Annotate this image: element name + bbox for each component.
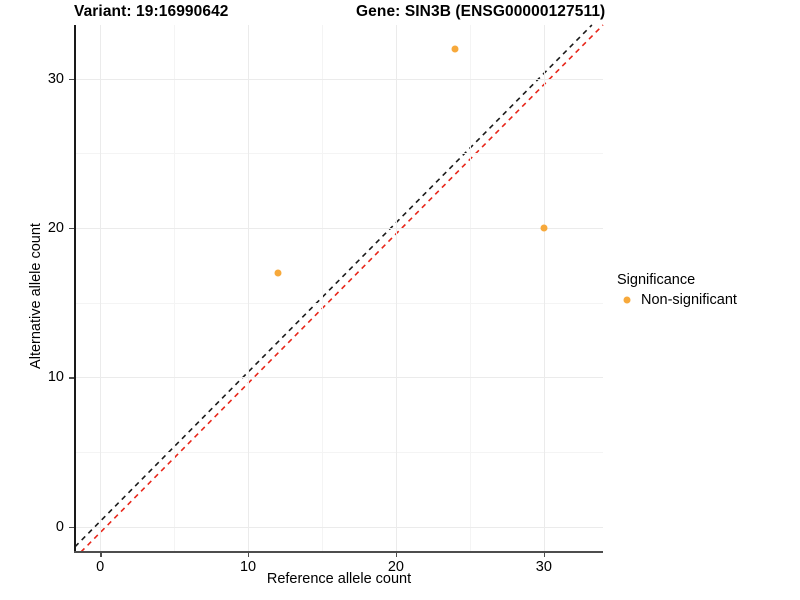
gridline-v-25 (469, 25, 471, 552)
gridline-v-30 (543, 25, 545, 552)
gridline-h-5 (75, 451, 603, 453)
gridline-v-10 (248, 25, 250, 552)
y-tick-10 (69, 377, 74, 379)
legend-title: Significance (617, 272, 696, 288)
legend: Significance Non-significant (617, 272, 737, 309)
y-tick-30 (69, 78, 74, 81)
identity-line-black (74, 24, 593, 548)
plot-panel (74, 24, 604, 553)
y-tick-label-0: 0 (55, 518, 64, 535)
legend-entries: Non-significant (617, 290, 737, 309)
gridline-v-20 (395, 25, 397, 552)
gridline-h-20 (75, 228, 603, 230)
y-tick-0 (69, 526, 74, 528)
x-tick-0 (100, 552, 102, 557)
gene-title: Gene: SIN3B (ENSG00000127511) (356, 3, 606, 20)
x-tick-label-0: 0 (96, 559, 105, 575)
y-tick-label-30: 30 (47, 70, 64, 87)
x-tick-30 (543, 552, 546, 557)
data-point (540, 224, 548, 232)
data-point (274, 269, 282, 277)
x-tick-label-10: 10 (239, 559, 257, 575)
identity-line-red (80, 24, 604, 553)
y-axis-title: Alternative allele count (28, 223, 44, 369)
y-axis-line (74, 25, 76, 553)
gridline-v-0 (100, 25, 102, 552)
y-tick-label-10: 10 (47, 369, 64, 386)
x-tick-label-20: 20 (387, 559, 405, 575)
x-tick-label-30: 30 (535, 559, 552, 575)
gridline-h-25 (75, 153, 603, 155)
legend-dot-icon (617, 290, 636, 309)
x-tick-20 (395, 552, 398, 557)
x-axis-line (74, 551, 603, 553)
gridline-h-10 (75, 377, 603, 379)
reference-lines (74, 24, 604, 553)
gridline-h-0 (75, 526, 603, 528)
gridline-v-15 (321, 25, 323, 552)
legend-entry: Non-significant (617, 290, 737, 309)
legend-entry-label: Non-significant (641, 291, 737, 308)
y-tick-20 (69, 228, 74, 230)
y-tick-label-20: 20 (47, 220, 64, 237)
gridline-h-30 (75, 78, 603, 80)
x-axis-title: Reference allele count (266, 571, 412, 587)
variant-title: Variant: 19:16990642 (74, 3, 229, 20)
gridline-h-15 (75, 302, 603, 304)
data-point (451, 45, 459, 53)
gridline-v-5 (174, 25, 176, 552)
x-tick-10 (248, 552, 250, 557)
